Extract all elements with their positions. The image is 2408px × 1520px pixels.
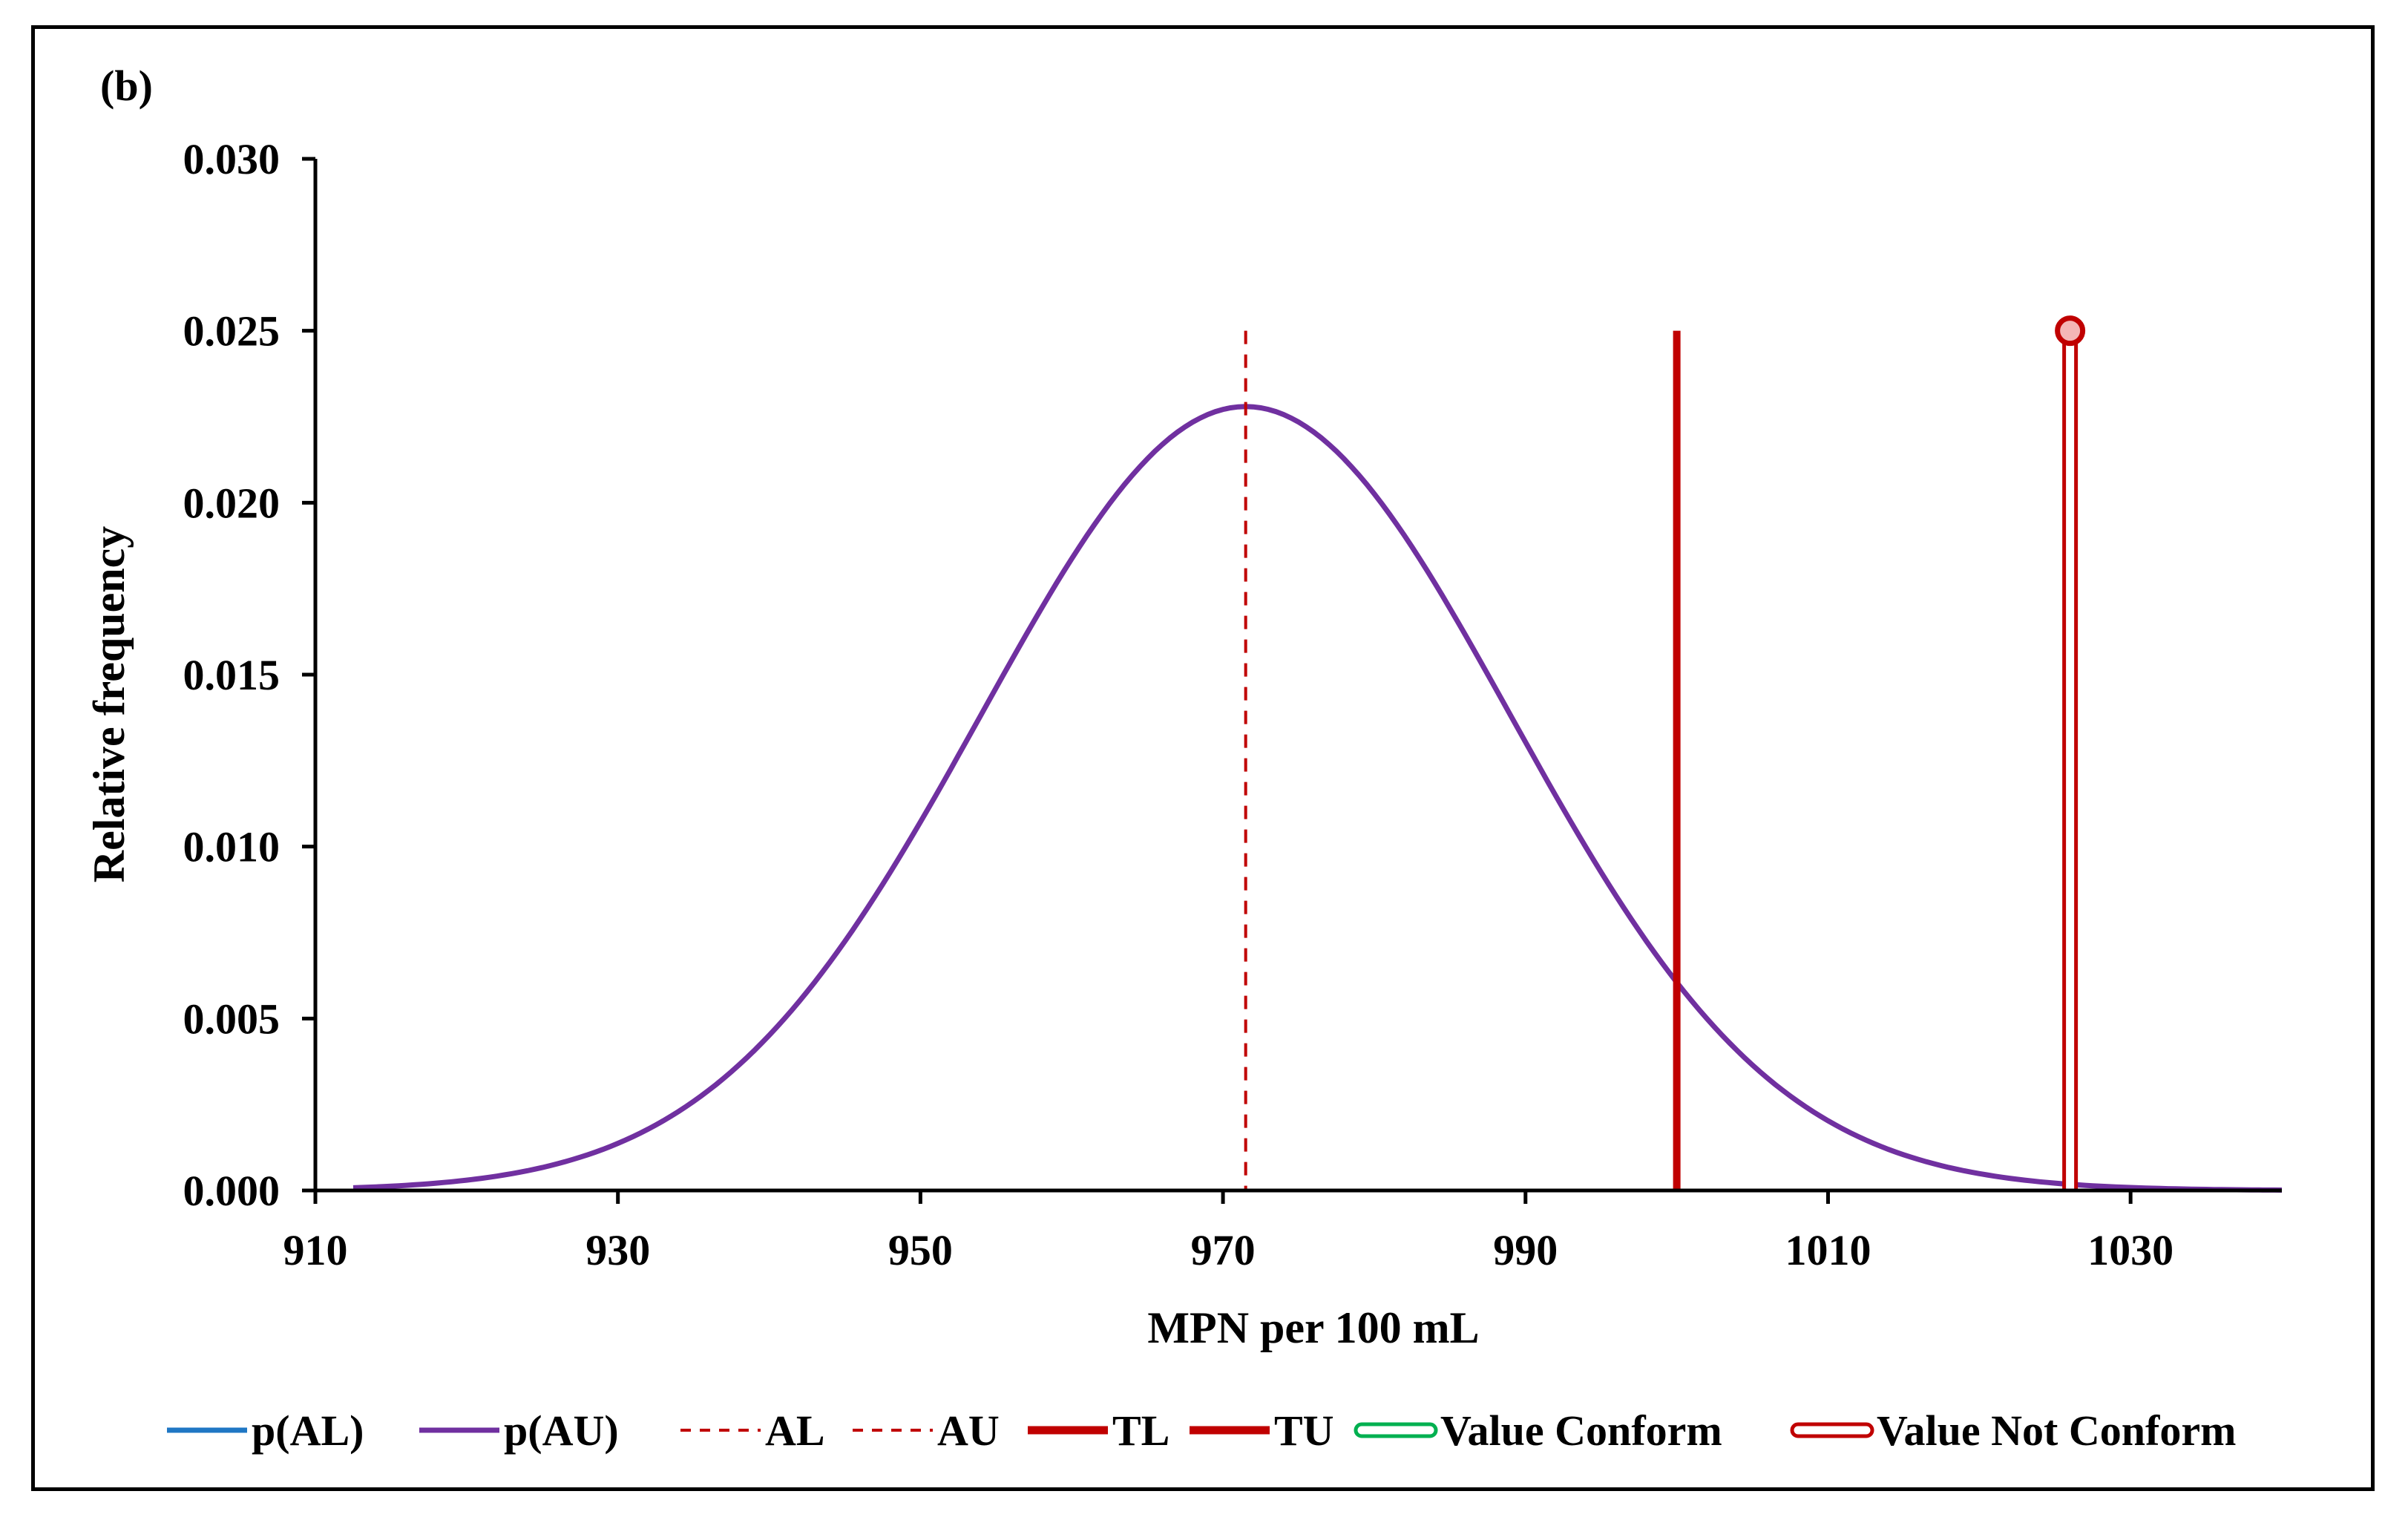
panel-label: (b) — [100, 62, 153, 110]
legend-swatch — [1354, 1422, 1438, 1438]
legend-item: Value Not Conform — [1790, 1406, 2236, 1455]
x-tick-label: 950 — [888, 1226, 953, 1274]
y-axis-label: Relative frequency — [85, 526, 134, 882]
x-tick-label: 970 — [1191, 1226, 1256, 1274]
x-tick-label: 1010 — [1785, 1226, 1871, 1274]
x-tick-label: 910 — [283, 1226, 348, 1274]
legend-item: p(AL) — [167, 1406, 364, 1455]
series-p-au-curve — [352, 404, 2283, 1193]
x-axis-label: MPN per 100 mL — [1147, 1303, 1479, 1352]
y-tick-label: 0.025 — [183, 307, 281, 356]
legend-label: Value Not Conform — [1877, 1406, 2236, 1455]
legend-label: TU — [1274, 1406, 1334, 1455]
legend-swatch — [1790, 1422, 1874, 1438]
y-tick-label: 0.030 — [183, 135, 281, 183]
legend-item: Value Conform — [1354, 1406, 1722, 1455]
legend-item: TL — [1028, 1406, 1169, 1455]
y-tick-label: 0.020 — [183, 479, 281, 527]
y-tick-label: 0.000 — [183, 1167, 281, 1215]
legend-item: p(AU) — [419, 1406, 619, 1455]
legend-label: p(AU) — [504, 1406, 619, 1455]
legend-item: AL — [680, 1406, 825, 1455]
y-tick-label: 0.015 — [183, 651, 281, 699]
x-tick-label: 1030 — [2087, 1226, 2174, 1274]
legend-label: p(AL) — [252, 1406, 364, 1455]
legend-item: TU — [1190, 1406, 1334, 1455]
x-tick-label: 930 — [585, 1226, 650, 1274]
legend-label: Value Conform — [1440, 1406, 1722, 1455]
chart-svg: (b) 0.0000.0050.0100.0150.0200.0250.030 … — [85, 62, 2283, 1455]
series-value-not-conform-bar — [2062, 329, 2079, 1193]
chart-frame: (b) 0.000 0.005 0.010 0.015 0.020 0.025 0.030 … — [31, 25, 2375, 1491]
legend-label: AU — [937, 1406, 1000, 1455]
legend-label: AL — [765, 1406, 825, 1455]
legend-label: TL — [1112, 1406, 1169, 1455]
y-tick-group: 0.000 0.005 0.010 0.015 0.020 0.025 0.030 — [183, 135, 315, 1215]
plot-area — [352, 315, 2283, 1193]
legend: p(AL) p(AU) AL AU TL TU Value Conform Value Not… — [167, 1406, 2236, 1455]
y-tick-label: 0.005 — [183, 995, 281, 1043]
value-not-conform-marker — [2055, 315, 2086, 347]
y-tick-label: 0.010 — [183, 823, 281, 871]
x-tick-label: 990 — [1493, 1226, 1558, 1274]
x-tick-group: 910 930 950 970 990 1010 1030 — [283, 1190, 2174, 1274]
legend-item: AU — [853, 1406, 1000, 1455]
